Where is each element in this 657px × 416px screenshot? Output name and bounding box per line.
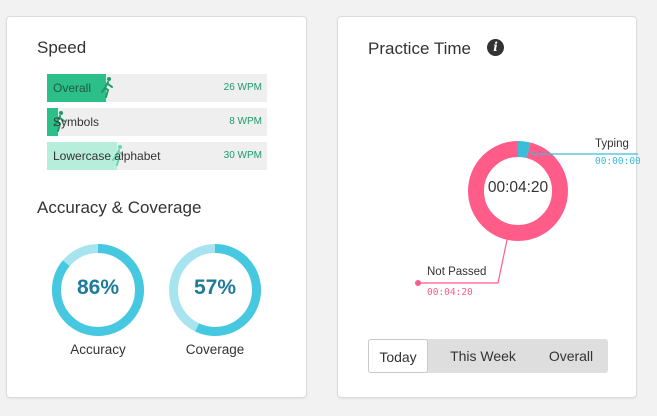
info-icon[interactable]: i: [487, 39, 504, 56]
accuracy-ring: [52, 244, 144, 336]
tab-overall[interactable]: Overall: [548, 348, 594, 364]
time-range-tabs: Today This Week Overall: [368, 339, 608, 373]
coverage-ring: [169, 244, 261, 336]
speed-row-value: 30 WPM: [223, 150, 262, 161]
speed-row-value: 8 WPM: [229, 116, 262, 127]
speed-row-label: Symbols: [53, 115, 100, 129]
runner-icon: [53, 111, 65, 132]
speed-row-symbols[interactable]: Symbols 8 WPM: [47, 108, 267, 136]
accuracy-percent: 86%: [76, 276, 120, 299]
tab-this-week[interactable]: This Week: [450, 348, 516, 364]
leader-line-not-passed: [418, 234, 509, 284]
ring-progress: [52, 244, 144, 336]
leader-line-typing: [527, 150, 638, 155]
donut-segment-not-passed: [468, 141, 568, 241]
speed-bar-fill: [47, 142, 117, 170]
legend-time-typing: 00:00:00: [595, 156, 641, 167]
speed-row-label: Overall: [53, 81, 92, 95]
speed-row-lowercase-alphabet[interactable]: Lowercase alphabet 30 WPM: [47, 142, 267, 170]
accuracy-donut: 86% Accuracy: [50, 242, 146, 357]
practice-time-donut-chart: [415, 141, 638, 286]
speed-row-value: 26 WPM: [223, 82, 262, 93]
ring-progress: [169, 244, 261, 336]
practice-time-card: Practice Time i 00:04:20 Typing 00:00:00…: [337, 16, 641, 398]
speed-title: Speed: [37, 38, 87, 57]
practice-time-title: Practice Time: [368, 39, 471, 58]
tab-today[interactable]: Today: [368, 339, 428, 373]
speed-card: Speed Overall 26 WPM Symbols 8 WPM Lowercase…: [6, 16, 307, 398]
speed-row-overall[interactable]: Overall 26 WPM: [47, 74, 267, 102]
legend-label-not-passed: Not Passed: [427, 266, 487, 278]
accuracy-caption: Accuracy: [70, 342, 126, 357]
legend-label-typing: Typing: [595, 138, 629, 150]
speed-row-label: Lowercase alphabet: [53, 149, 161, 163]
speed-bar-fill: [47, 108, 58, 136]
coverage-caption: Coverage: [185, 342, 245, 357]
runner-icon: [112, 145, 124, 166]
coverage-percent: 57%: [193, 276, 237, 299]
leader-dot-not-passed: [415, 280, 421, 286]
runner-icon: [101, 77, 113, 98]
speed-bar-fill: [47, 74, 106, 102]
practice-time-total: 00:04:20: [487, 179, 549, 196]
accuracy-coverage-title: Accuracy & Coverage: [37, 198, 202, 217]
legend-time-not-passed: 00:04:20: [427, 287, 473, 298]
coverage-donut: 57% Coverage: [167, 242, 263, 357]
